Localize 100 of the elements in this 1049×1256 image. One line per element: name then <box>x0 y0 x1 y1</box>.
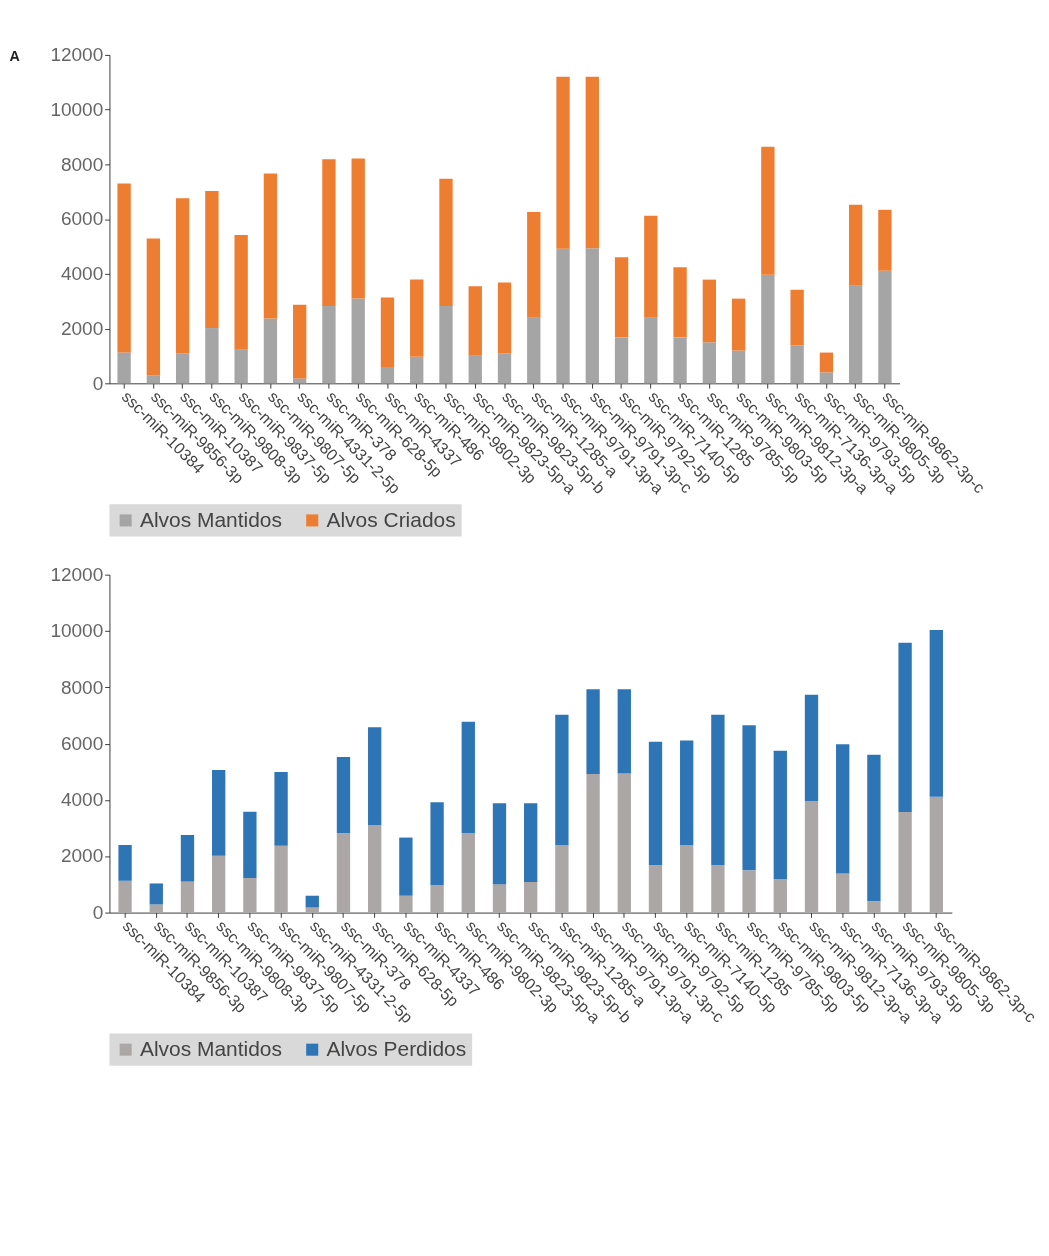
bar <box>430 885 444 913</box>
y-tick-label: 6000 <box>60 732 104 754</box>
bar <box>430 802 444 886</box>
bar <box>410 356 424 384</box>
bar <box>149 904 163 913</box>
bar <box>351 298 365 384</box>
bar <box>761 274 775 384</box>
bar <box>614 257 629 338</box>
legend-label: Alvos Mantidos <box>139 508 282 532</box>
bar <box>702 279 717 343</box>
legend-label: Alvos Perdidos <box>326 1037 467 1061</box>
bar <box>836 744 850 874</box>
bar <box>336 756 351 833</box>
bar <box>673 337 687 384</box>
y-tick-label: 8000 <box>60 153 104 175</box>
bar <box>773 878 787 913</box>
bar <box>929 630 943 797</box>
bar <box>439 305 453 384</box>
bar <box>293 304 307 379</box>
bar <box>293 378 307 384</box>
bar <box>399 837 413 896</box>
bar <box>368 825 382 913</box>
bar <box>524 881 538 913</box>
bar <box>117 183 131 353</box>
legend-label: Alvos Criados <box>326 508 456 532</box>
bar <box>149 883 163 905</box>
bar <box>804 800 819 913</box>
bar <box>644 215 658 318</box>
bar <box>680 845 694 913</box>
bar <box>461 832 475 913</box>
bar <box>410 279 424 357</box>
bar <box>351 158 365 299</box>
y-tick-label: 0 <box>92 372 104 394</box>
bar <box>497 282 512 354</box>
bar <box>399 895 413 913</box>
bar <box>146 375 161 384</box>
bar <box>867 754 881 902</box>
y-tick-label: 2000 <box>60 317 104 339</box>
bar <box>585 76 599 249</box>
bar <box>118 845 132 881</box>
bar <box>586 689 600 775</box>
y-tick-label: 0 <box>92 901 104 923</box>
y-tick-label: 10000 <box>50 620 104 642</box>
bar <box>556 248 570 384</box>
y-tick-label: 2000 <box>60 845 104 867</box>
bar <box>234 234 248 350</box>
bar <box>322 159 336 306</box>
bar <box>497 353 512 384</box>
bar <box>322 305 336 384</box>
bar <box>461 721 475 833</box>
bar <box>492 884 507 913</box>
bar <box>555 845 569 913</box>
bar <box>243 811 257 878</box>
y-tick-label: 6000 <box>60 208 104 230</box>
bar <box>648 865 663 913</box>
bar <box>368 727 382 826</box>
bar <box>819 372 834 384</box>
bar <box>644 317 658 384</box>
bar <box>702 342 717 384</box>
bar <box>742 870 756 913</box>
bar <box>305 907 319 913</box>
bar <box>848 285 863 384</box>
bar <box>527 212 541 318</box>
bar <box>867 901 881 913</box>
bar <box>848 204 863 286</box>
y-tick-label: 8000 <box>60 676 104 698</box>
bar <box>263 173 278 319</box>
bar <box>878 209 892 271</box>
bar <box>648 741 663 866</box>
bar <box>614 337 629 384</box>
bar <box>731 298 746 351</box>
bar <box>742 725 756 871</box>
y-tick-label: 10000 <box>50 98 104 120</box>
bar <box>212 770 226 856</box>
bar <box>555 714 569 846</box>
bar <box>617 689 631 774</box>
bar <box>492 803 507 885</box>
bar <box>804 694 819 801</box>
bar <box>263 318 278 384</box>
bar <box>556 76 570 249</box>
bar <box>205 191 219 329</box>
bar <box>175 198 190 354</box>
bar <box>617 773 631 913</box>
bar <box>898 642 912 813</box>
bar <box>336 832 351 913</box>
bar <box>180 881 195 913</box>
bar <box>146 238 161 376</box>
y-tick-label: 4000 <box>60 789 104 811</box>
bar <box>761 146 775 275</box>
bar <box>274 771 288 846</box>
bar <box>731 350 746 384</box>
bar <box>212 855 226 913</box>
bar <box>305 895 319 908</box>
bar <box>711 865 725 913</box>
bar <box>819 352 834 373</box>
bar <box>380 366 395 384</box>
bar <box>790 289 804 346</box>
bar <box>274 845 288 913</box>
y-tick-label: 12000 <box>50 44 104 66</box>
bar <box>175 353 190 384</box>
